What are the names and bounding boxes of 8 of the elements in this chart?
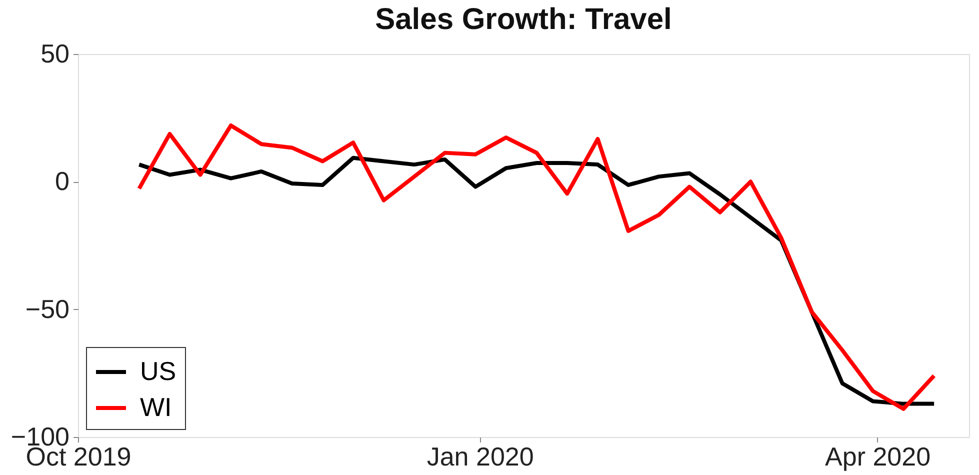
x-tick-label: Jan 2020 (426, 442, 534, 472)
y-tick-label: 50 (40, 38, 70, 68)
legend-label: WI (140, 392, 172, 422)
x-tick-label: Apr 2020 (825, 442, 931, 472)
chart-title: Sales Growth: Travel (375, 3, 672, 36)
y-tick-label: −50 (25, 294, 70, 324)
y-tick-label: 0 (55, 166, 70, 196)
legend-label: US (140, 356, 176, 386)
